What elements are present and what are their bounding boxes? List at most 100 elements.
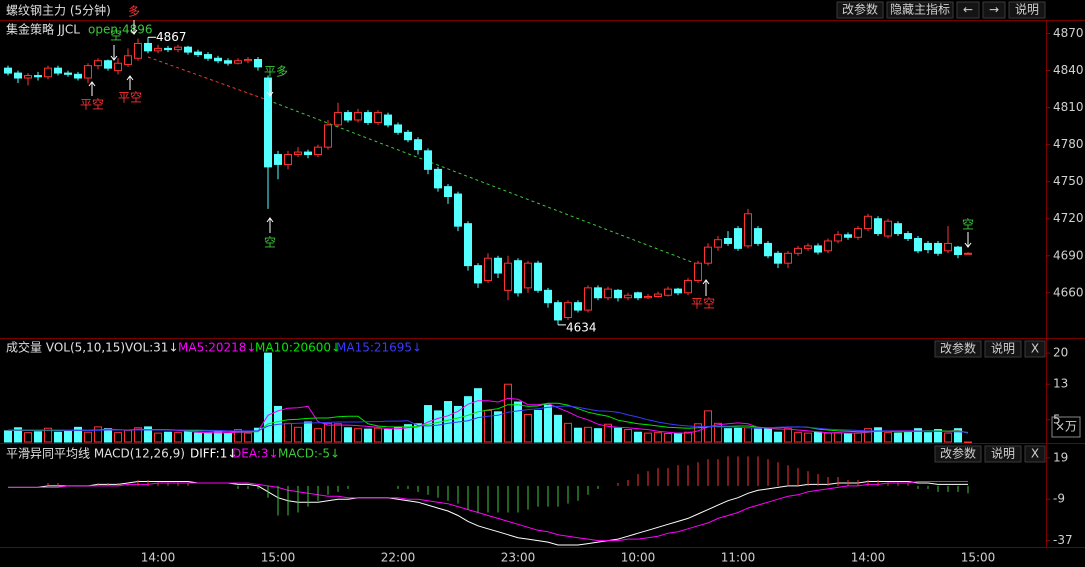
volume-bar xyxy=(434,410,442,443)
ma-line xyxy=(8,405,969,433)
volume-bar xyxy=(564,422,572,443)
volume-bar xyxy=(294,426,302,443)
candle-body xyxy=(94,60,102,67)
extreme-label: 4867 xyxy=(156,30,187,44)
candle-body xyxy=(734,228,742,249)
volume-bar xyxy=(404,424,412,443)
volume-bar xyxy=(624,429,632,443)
y-tick-label: -9 xyxy=(1053,492,1065,506)
signal-label: 平多 xyxy=(264,65,288,79)
candle-body xyxy=(244,59,252,62)
button[interactable] xyxy=(984,340,1022,358)
x-tick-label: 15:00 xyxy=(961,551,996,565)
button[interactable] xyxy=(956,1,980,19)
button-label[interactable]: 改参数 xyxy=(940,446,976,461)
volume-bar xyxy=(724,428,732,443)
volume-bar xyxy=(484,409,492,443)
button-label[interactable]: 说明 xyxy=(1015,2,1039,17)
x-tick-label: 14:00 xyxy=(141,551,176,565)
candle-body xyxy=(204,54,212,59)
x-tick-label: 14:00 xyxy=(851,551,886,565)
candle-body xyxy=(854,228,862,238)
candle-body xyxy=(664,288,672,296)
x-tick-label: 23:00 xyxy=(501,551,536,565)
signal-label: 多 xyxy=(128,5,140,19)
candle-body xyxy=(84,65,92,79)
volume-bar xyxy=(654,432,662,443)
legend-entry: DEA:3↓ xyxy=(232,447,279,461)
button[interactable] xyxy=(1008,1,1046,19)
volume-bar xyxy=(874,427,882,443)
candle-body xyxy=(414,139,422,151)
candle-body xyxy=(504,262,512,291)
signal-arrow xyxy=(88,81,96,96)
candle-body xyxy=(124,55,132,65)
button-label[interactable]: 改参数 xyxy=(842,2,878,17)
button-label[interactable]: 改参数 xyxy=(940,341,976,356)
button[interactable] xyxy=(934,445,982,463)
button[interactable] xyxy=(886,1,954,19)
candle-body xyxy=(304,151,312,156)
button[interactable] xyxy=(984,445,1022,463)
candle-body xyxy=(434,168,442,189)
candle-body xyxy=(284,154,292,165)
button[interactable] xyxy=(836,1,884,19)
legend-entry: MA10:20600↓ xyxy=(255,341,341,355)
candle-body xyxy=(904,233,912,239)
candle-body xyxy=(334,112,342,126)
volume-bar xyxy=(164,431,172,443)
volume-bar xyxy=(154,432,162,443)
button-label[interactable]: 说明 xyxy=(991,341,1015,356)
candle-body xyxy=(694,262,702,281)
candle-body xyxy=(724,237,732,244)
button[interactable] xyxy=(934,340,982,358)
candle-body xyxy=(624,294,632,299)
candle-body xyxy=(804,245,812,249)
button-label[interactable]: 说明 xyxy=(991,446,1015,461)
button-label[interactable]: 隐藏主指标 xyxy=(890,2,950,17)
button[interactable] xyxy=(1024,445,1046,463)
volume-bar xyxy=(834,432,842,443)
candle-body xyxy=(224,60,232,64)
candle-body xyxy=(374,112,382,123)
volume-bar xyxy=(904,431,912,443)
volume-bar xyxy=(264,352,272,443)
candle-body xyxy=(54,67,62,74)
button-label[interactable]: X xyxy=(1031,447,1039,461)
chart-title: 螺纹钢主力 (5分钟) xyxy=(6,3,111,18)
button[interactable] xyxy=(1024,340,1046,358)
candle-body xyxy=(614,289,622,299)
button-label[interactable]: ← xyxy=(963,3,973,17)
candle-body xyxy=(584,287,592,311)
volume-bar xyxy=(954,428,962,443)
candle-body xyxy=(114,62,122,72)
candle-body xyxy=(154,47,162,52)
candle-body xyxy=(404,131,412,141)
volume-bar xyxy=(284,422,292,443)
extreme-label: 4634 xyxy=(566,320,597,334)
volume-bar xyxy=(254,427,262,443)
button[interactable] xyxy=(982,1,1006,19)
button-label[interactable]: X xyxy=(1031,342,1039,356)
unit-box xyxy=(1051,416,1081,438)
volume-value: VOL:31↓ xyxy=(125,341,179,355)
candle-body xyxy=(534,262,542,291)
volume-bar xyxy=(664,433,672,443)
y-tick-label: 20 xyxy=(1053,346,1068,360)
volume-bar xyxy=(124,429,132,443)
button-label[interactable]: → xyxy=(989,3,999,17)
volume-bar xyxy=(764,427,772,443)
y-tick-label: 5 xyxy=(1053,412,1061,426)
volume-bar xyxy=(644,432,652,443)
x-tick-label: 15:00 xyxy=(261,551,296,565)
volume-bar xyxy=(594,428,602,443)
signal-arrow xyxy=(702,279,710,296)
volume-bar xyxy=(214,431,222,443)
candle-body xyxy=(654,293,662,297)
candle-body xyxy=(544,289,552,304)
volume-bar xyxy=(964,441,972,443)
volume-bar xyxy=(174,432,182,443)
candle-body xyxy=(794,247,802,254)
candle-body xyxy=(644,296,652,299)
